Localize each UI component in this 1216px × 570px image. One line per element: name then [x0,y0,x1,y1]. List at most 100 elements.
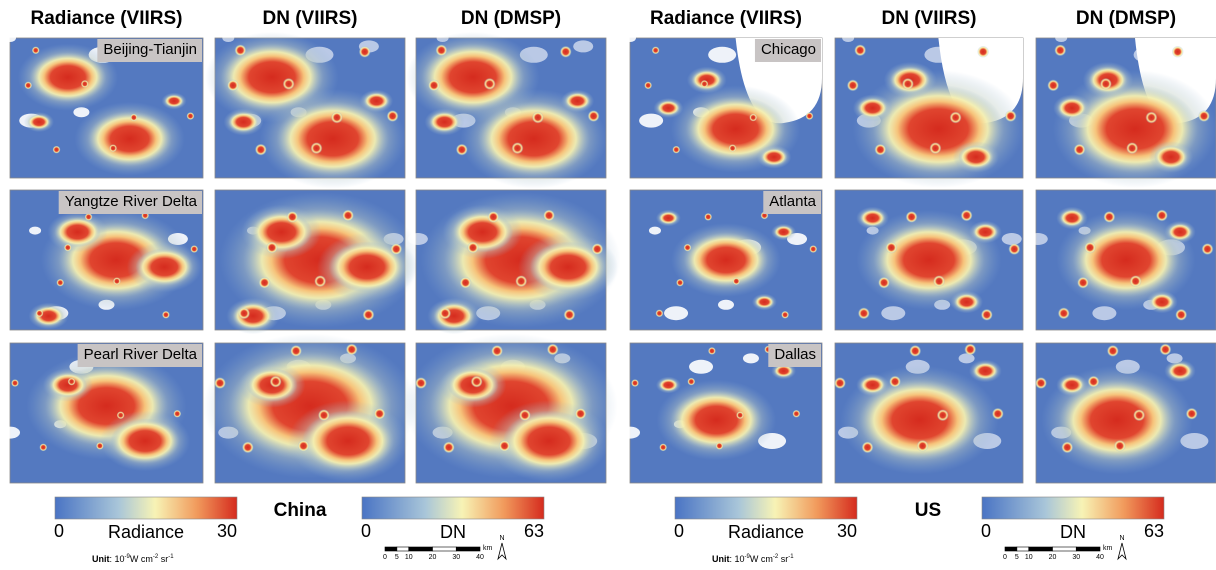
town-light [1084,241,1097,254]
map-gap [4,34,16,42]
scale-tick-label: 0 [383,554,387,561]
light-core [972,362,999,380]
town-light [491,344,504,357]
town-light [1057,307,1070,320]
town-light [559,45,572,58]
map [1035,34,1216,188]
town-light [683,243,692,252]
town-light [676,278,685,287]
light-core [859,209,886,227]
map [407,189,621,335]
map [203,333,417,484]
town-light [1171,45,1184,58]
map [205,31,407,189]
light-core [564,92,591,110]
town-light [964,343,977,356]
town-light [543,209,556,222]
map [834,34,1025,188]
town-light [238,307,251,320]
unit-part: Unit [712,554,730,564]
scale-segment [1075,546,1101,552]
region-label-box [763,191,821,214]
light-core [1167,362,1193,380]
unit-part: -9 [125,554,131,560]
map-gap [648,226,661,235]
scale-tick-label: 30 [1072,554,1080,561]
column-header: Radiance (VIIRS) [30,8,182,29]
colorbar-label: Radiance [728,522,804,542]
north-label: N [499,535,504,542]
light-core [232,302,274,330]
column-header: DN (DMSP) [1076,8,1176,29]
town-light [290,344,303,357]
map-gap [1027,233,1048,245]
region-label-box [768,344,821,367]
town-light [515,275,528,288]
town-light [809,245,818,254]
town-light [1099,77,1112,90]
town-light [977,45,990,58]
map-gap [689,359,714,374]
light-core [858,379,981,461]
town-light [415,377,427,390]
light-core [54,216,101,248]
light-core [502,410,596,472]
map-gap [1055,34,1068,42]
scale-segment [455,546,481,552]
light-core [1149,293,1175,311]
town-light [1035,377,1047,390]
scale-segment [384,546,398,552]
north-arrow [497,542,507,561]
town-light [936,409,949,422]
town-light [631,379,639,388]
town-light [805,112,814,121]
town-light [84,212,93,221]
town-light [35,309,44,318]
town-light [345,343,358,356]
colorbar-max: 30 [217,521,237,541]
map-gap [842,34,855,42]
town-light [498,439,511,452]
map-gap [639,113,664,128]
town-light [1073,143,1086,156]
unit-part: sr [778,554,788,564]
town-light [234,44,247,57]
scale-tick-label: 0 [1003,554,1007,561]
town-light [749,113,758,122]
light-core [859,376,886,394]
unit-part: -1 [168,554,174,560]
light-core [1058,379,1176,461]
town-light [455,143,468,156]
scale-tick-label: 10 [405,554,413,561]
town-light [715,441,724,450]
light-core [691,69,723,91]
map-gap [1092,306,1117,321]
scale-tick-label: 40 [1096,554,1104,561]
town-light [258,276,271,289]
town-light [269,375,282,388]
light-core [958,145,994,169]
region-label: Beijing-Tianjin [103,41,197,58]
colorbar-min: 0 [674,521,684,541]
town-light [226,79,239,92]
light-core [658,211,679,225]
town-light [95,441,104,450]
town-light [878,276,891,289]
town-light [24,81,33,90]
town-light [214,377,226,390]
town-light [129,113,138,122]
town-light [949,111,962,124]
town-light [1159,343,1172,356]
region-label: Atlanta [769,193,816,210]
town-light [854,44,867,57]
map [406,31,608,189]
town-light [1004,110,1017,123]
light-core [1057,97,1087,119]
region-label-box [58,191,202,214]
map-gap [573,40,594,53]
light-core [685,96,786,162]
light-core [774,364,794,378]
scale-segment [432,546,457,552]
town-light [109,144,118,153]
colorbar [54,496,238,520]
